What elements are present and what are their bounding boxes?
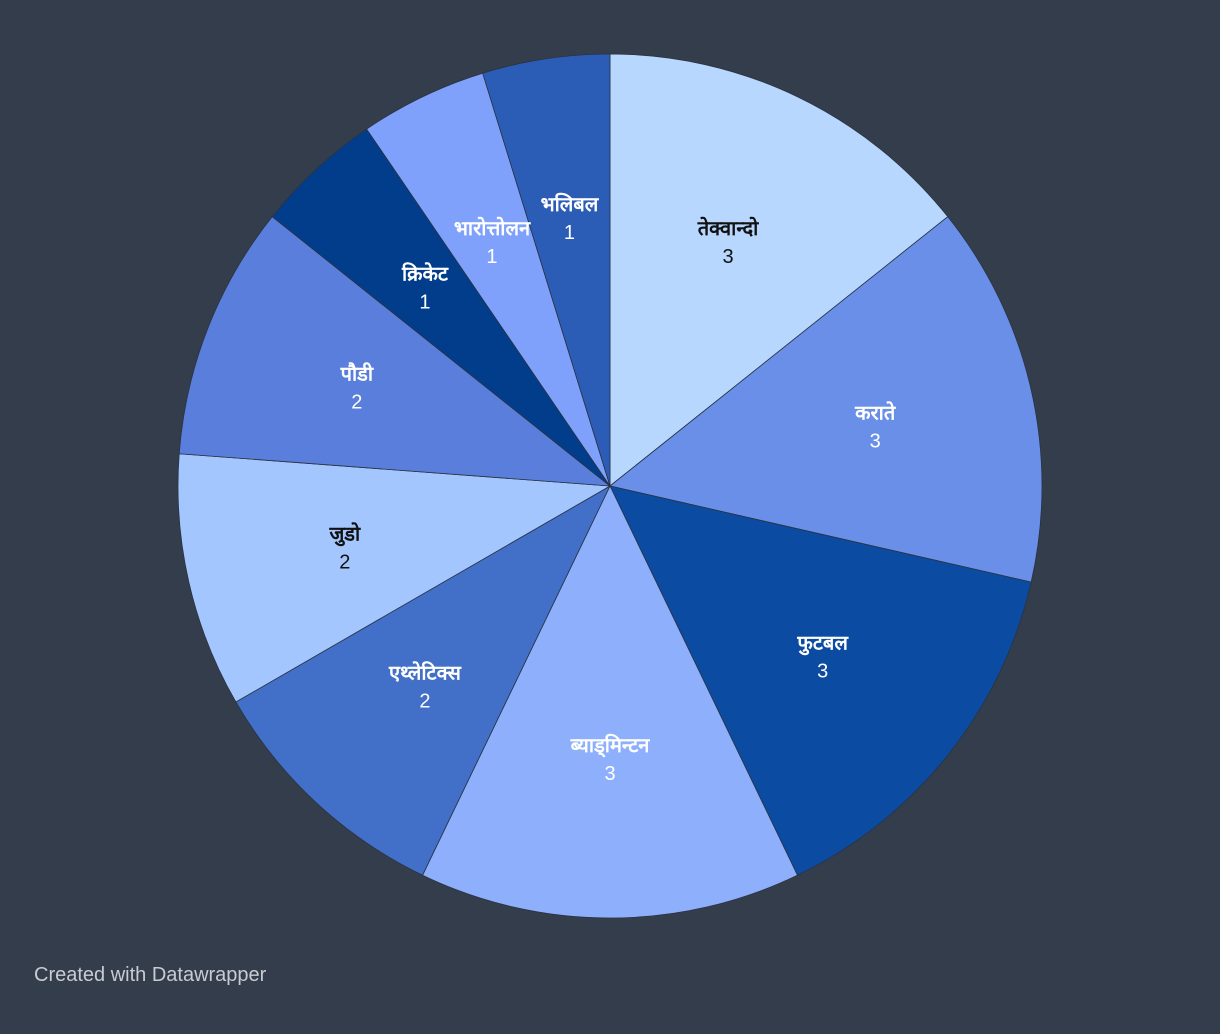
slice-value-label: 3 xyxy=(870,430,881,452)
pie-slice xyxy=(482,53,611,487)
slice-value-label: 3 xyxy=(604,763,615,785)
slice-value-label: 2 xyxy=(351,392,362,414)
credit-text: Created with Datawrapper xyxy=(34,964,267,986)
slice-label: फुटबल 3 xyxy=(796,631,849,683)
slice-label: ब्याड्मिन्टन 3 xyxy=(570,733,651,785)
slice-value-label: 3 xyxy=(722,246,733,268)
slice-label: भलिबल 1 xyxy=(541,192,600,244)
slice-category-label: फुटबल xyxy=(796,631,849,656)
slice-label: पौडी 2 xyxy=(340,362,374,414)
pie-slice xyxy=(422,485,798,919)
pie-slice xyxy=(609,53,949,487)
pie-slice xyxy=(609,216,1043,583)
slice-value-label: 2 xyxy=(419,690,430,712)
slice-value-label: 1 xyxy=(419,292,430,314)
slice-label: जुडो 2 xyxy=(328,522,361,574)
slice-label: एथ्लेटिक्स 2 xyxy=(388,660,462,712)
pie-slice xyxy=(235,485,611,876)
slice-category-label: पौडी xyxy=(340,362,374,386)
slice-value-label: 3 xyxy=(817,661,828,683)
slice-label: क्रिकेट 1 xyxy=(401,262,449,314)
slice-label: तेक्वान्दो 3 xyxy=(697,216,759,268)
slice-category-label: जुडो xyxy=(328,522,361,547)
pie-slice xyxy=(177,453,612,703)
slice-category-label: कराते xyxy=(854,400,897,424)
slice-category-label: ब्याड्मिन्टन xyxy=(570,733,651,758)
pie-slice xyxy=(178,216,612,487)
slice-label: कराते 3 xyxy=(854,400,897,452)
slice-category-label: भलिबल xyxy=(541,192,600,216)
slice-label: भारोत्तोलन 1 xyxy=(454,216,531,268)
slice-category-label: तेक्वान्दो xyxy=(697,216,759,240)
slice-value-label: 1 xyxy=(564,222,575,244)
slice-value-label: 1 xyxy=(486,246,497,268)
slice-value-label: 2 xyxy=(339,552,350,574)
slice-category-label: भारोत्तोलन xyxy=(454,216,531,240)
slice-category-label: क्रिकेट xyxy=(401,262,449,286)
slice-category-label: एथ्लेटिक्स xyxy=(388,660,462,684)
pie-slice xyxy=(609,485,1032,876)
